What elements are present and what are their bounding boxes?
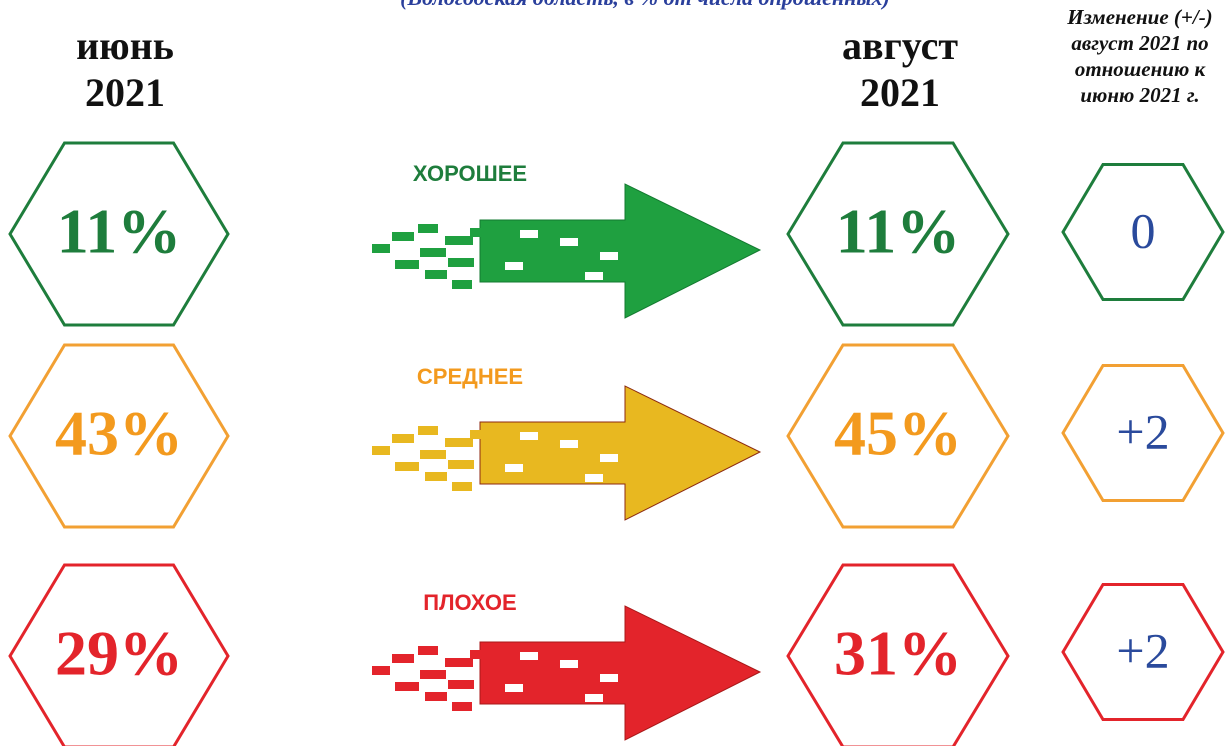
arrow-gap [585,272,603,280]
row: 11% 11% 0 ХОРОШЕЕ [8,141,1225,327]
arrow-gap [585,474,603,482]
column-header: 2021 [85,70,165,115]
arrow-pixel [420,450,446,459]
arrow-pixel [395,462,419,471]
arrow-pixel [372,244,390,253]
arrow-pixel [425,692,447,701]
arrow-gap [520,230,538,238]
arrow-gap [560,238,578,246]
arrow-pixel [372,446,390,455]
arrow-pixel [470,430,492,439]
row: 43% 45% +2 СРЕДНЕЕ [8,343,1225,529]
arrow-gap [520,432,538,440]
arrow-pixel [418,646,438,655]
arrow-pixel [425,472,447,481]
row: 29% 31% +2 ПЛОХОЕ [8,563,1225,746]
hexagon [1061,163,1225,301]
subtitle: (Вологодская область, в % от числа опрош… [400,0,890,10]
column-header: август [842,23,958,68]
change-value: 0 [1131,202,1156,258]
change-value: +2 [1116,403,1169,459]
arrow-pixel [445,658,473,667]
arrow-pixel [448,460,474,469]
arrow-pixel [452,702,472,711]
value: 11% [57,196,181,267]
value: 29% [55,618,183,689]
value: 11% [836,196,960,267]
hexagon [8,563,230,746]
arrow-gap [600,674,618,682]
value: 43% [55,398,183,469]
value: 45% [834,398,962,469]
hexagon [786,343,1010,529]
arrow-pixel [452,280,472,289]
arrow-pixel [420,670,446,679]
arrow [479,385,762,521]
arrow-gap [505,262,523,270]
hexagon [8,141,230,327]
row-label: ПЛОХОЕ [423,590,516,615]
arrow-pixel [470,650,492,659]
arrow-gap [505,464,523,472]
arrow-gap [600,454,618,462]
arrow-pixel [445,438,473,447]
arrow-pixel [372,666,390,675]
row-label: СРЕДНЕЕ [417,364,523,389]
arrow-pixel [392,434,414,443]
column-header: 2021 [860,70,940,115]
hexagon [1061,364,1225,502]
arrow-pixel [445,236,473,245]
arrow-gap [520,652,538,660]
arrow-pixel [392,232,414,241]
arrow-gap [585,694,603,702]
arrow-pixel [470,228,492,237]
column-header: август 2021 по [1071,31,1208,55]
rows: 11% 11% 0 ХОРОШЕЕ 43% 45% +2 СРЕДНЕЕ 29% 31% +2 ПЛО… [8,141,1225,746]
value: 31% [834,618,962,689]
arrow [479,605,762,741]
arrow-pixel [418,224,438,233]
arrow-gap [560,440,578,448]
arrow-pixel [420,248,446,257]
hexagon [1061,583,1225,721]
arrow [479,183,762,319]
arrow-pixel [418,426,438,435]
arrow-gap [560,660,578,668]
arrow-pixel [395,682,419,691]
arrow-pixel [452,482,472,491]
arrow-pixel [425,270,447,279]
row-label: ХОРОШЕЕ [413,161,527,186]
arrow-gap [600,252,618,260]
hexagon [786,563,1010,746]
arrow-pixel [392,654,414,663]
arrow-pixel [448,258,474,267]
column-header: Изменение (+/-) [1066,5,1212,29]
arrow-pixel [448,680,474,689]
column-header: июню 2021 г. [1080,83,1199,107]
arrow-pixel [395,260,419,269]
hexagon [8,343,230,529]
hexagon [786,141,1010,327]
change-value: +2 [1116,622,1169,678]
column-header: отношению к [1075,57,1207,81]
column-header: июнь [76,23,174,68]
arrow-gap [505,684,523,692]
